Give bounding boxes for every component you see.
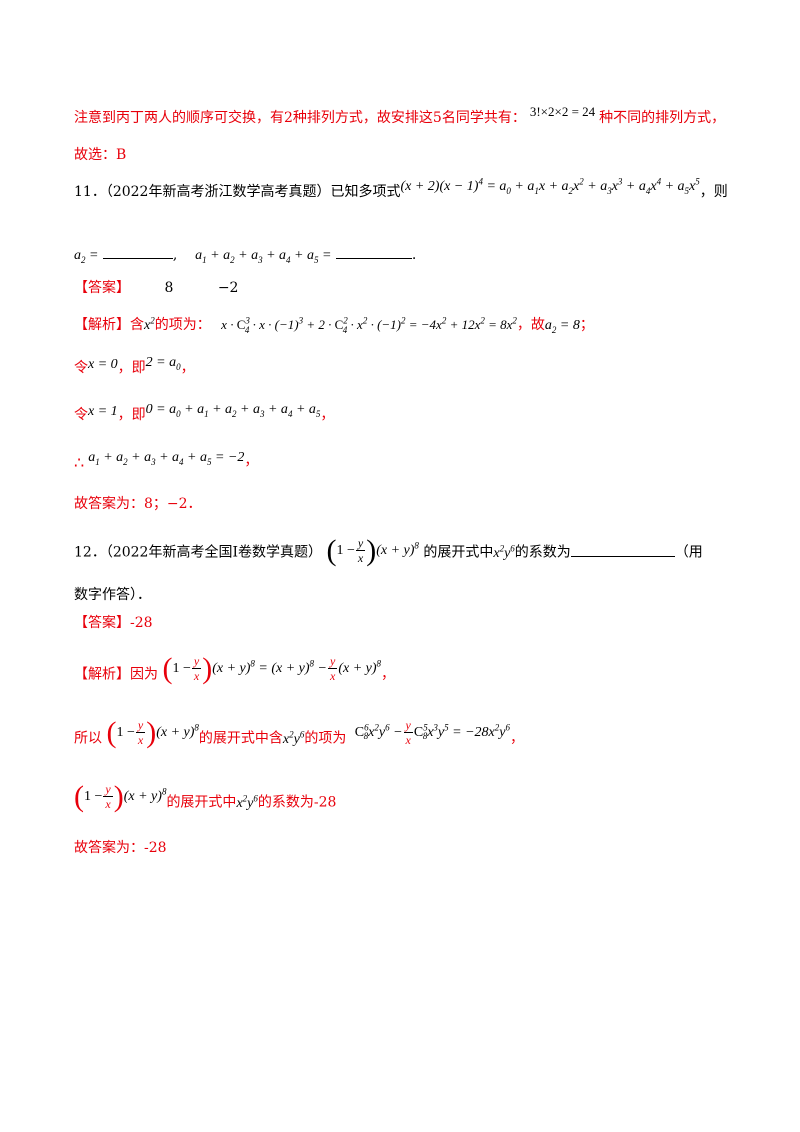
arrangement-text: 注意到丙丁两人的顺序可交换，有2种排列方式，故安排这5名同学共有：: [74, 110, 526, 126]
q12-number: 12．: [74, 544, 106, 561]
q11-polynomial: (x + 2)(x − 1)4 = a0 + a1x + a2x2 + a3x3…: [400, 176, 700, 196]
blank-sum: [335, 244, 412, 259]
sum-equals-minus-2: a1 + a2 + a3 + a4 + a5 = −2: [88, 450, 245, 467]
final-12-text: 故答案为：-28: [74, 840, 167, 856]
analysis-11-terms: x · C34 · x · (−1)3 + 2 · C24 · x2 · (−1…: [221, 315, 517, 335]
analysis-11: 【解析】含x2的项为： x · C34 · x · (−1)3 + 2 · C2…: [74, 315, 594, 336]
therefore-symbol: ∴: [74, 453, 85, 472]
answer-12: 【答案】-28: [74, 613, 153, 633]
let-2-t1: 令: [74, 407, 88, 423]
q11-intro: 已知多项式: [330, 184, 401, 200]
so-x2y6: x2y6: [282, 728, 305, 747]
question-11: 11．（2022年新高考浙江数学高考真题）已知多项式(x + 2)(x − 1)…: [74, 176, 728, 203]
let-x-0: 令x = 0，即2 = a0，: [74, 355, 195, 379]
analysis-12: 【解析】因为 (1 − y x) (x + y)8 = (x + y)8 − y x (x …: [74, 653, 396, 689]
coef-x2y6: x2y6: [236, 792, 258, 811]
let-2-t2: ，即: [117, 407, 146, 423]
analysis-12-label: 【解析】: [74, 666, 130, 683]
coef-t2: 的系数为-28: [257, 794, 337, 811]
two-equals-a0: 2 = a0: [145, 355, 181, 372]
coef-expression: (1 − y x) (x + y)8: [74, 779, 167, 813]
therefore-line: ∴ a1 + a2 + a3 + a4 + a5 = −2，: [74, 450, 258, 472]
answer-11-v2: −2: [217, 280, 239, 296]
q11-tail: ，则: [699, 184, 728, 200]
so-t4: ，: [509, 730, 524, 747]
zero-equals-sum: 0 = a0 + a1 + a2 + a3 + a4 + a5: [145, 402, 321, 419]
arrangement-math: 3!×2×2 = 24: [529, 104, 596, 119]
so-expression: (1 − y x) (x + y)8: [106, 715, 199, 749]
answer-12-value: -28: [130, 615, 153, 631]
let-1-t3: ，: [180, 360, 195, 376]
therefore-tail: ，: [244, 453, 259, 469]
line-choose-b: 故选：B: [74, 145, 126, 165]
blank-sum-label: a1 + a2 + a3 + a4 + a5 =: [195, 248, 332, 265]
answer-11-label: 【答案】: [74, 280, 130, 296]
analysis-11-t4: ；: [579, 317, 594, 333]
so-term-computation: C68x2y6 − y x C58x3y5 = −28x2y6: [354, 718, 510, 747]
answer-12-label: 【答案】: [74, 615, 130, 631]
coef-t1: 的展开式中: [166, 794, 237, 811]
final-answer-12: 故答案为：-28: [74, 838, 167, 858]
answer-11: 【答案】 8 −2: [74, 278, 238, 298]
question-12: 12．（2022年新高考全国I卷数学真题） (1 − y x) (x + y)8 的展…: [74, 533, 703, 567]
answer-11-v1: 8: [164, 280, 174, 296]
so-line: 所以 (1 − y x) (x + y)8 的展开式中含x2y6的项为 C68x2y6…: [74, 717, 524, 753]
x-equals-0: x = 0: [88, 357, 118, 372]
q12-t1: 的展开式中: [423, 544, 494, 561]
analysis-11-t3: ，故: [516, 317, 545, 333]
final-answer-11: 故答案为：8；−2．: [74, 494, 202, 514]
analysis-11-t2: 的项为：: [154, 317, 211, 333]
x-equals-1: x = 1: [88, 404, 118, 419]
final-11-text: 故答案为：8；−2．: [74, 496, 202, 512]
a2-equals-8: a2 = 8: [544, 318, 580, 335]
choose-text: 故选：B: [74, 147, 127, 163]
q11-number: 11．: [74, 184, 106, 200]
q12-tail: （用: [674, 544, 703, 561]
blank-a2: [102, 244, 173, 259]
q12-x2y6: x2y6: [493, 542, 515, 561]
blank-a2-label: a2 =: [74, 248, 99, 265]
q12-t2: 的系数为: [514, 544, 571, 561]
q12-cont: 数字作答）．: [74, 587, 151, 603]
analysis-12-t2: ，: [381, 666, 396, 683]
so-t1: 所以: [74, 730, 102, 747]
analysis-12-t1: 因为: [130, 666, 158, 683]
so-t2: 的展开式中含: [198, 730, 283, 747]
q11-source: （2022年新高考浙江数学高考真题）: [105, 184, 331, 200]
q11-blanks: a2 = , a1 + a2 + a3 + a4 + a5 = .: [74, 244, 416, 266]
q12-expression: (1 − y x) (x + y)8: [326, 533, 419, 567]
analysis-11-t1: 含: [130, 317, 144, 333]
q12-source: （2022年新高考全国I卷数学真题）: [105, 544, 322, 561]
let-x-1: 令x = 1，即0 = a0 + a1 + a2 + a3 + a4 + a5，: [74, 402, 335, 426]
let-1-t1: 令: [74, 360, 88, 376]
q12-continuation: 数字作答）．: [74, 585, 151, 605]
x-squared: x2: [144, 315, 155, 333]
analysis-12-identity: (1 − y x) (x + y)8 = (x + y)8 − y x (x + y)8: [162, 651, 382, 685]
so-t3: 的项为: [304, 730, 347, 747]
arrangement-tail: 种不同的排列方式，: [599, 110, 726, 126]
let-2-t3: ，: [320, 407, 335, 423]
blank-coefficient: [570, 542, 675, 557]
analysis-11-label: 【解析】: [74, 317, 130, 333]
let-1-t2: ，即: [117, 360, 146, 376]
line-arrangement-count: 注意到丙丁两人的顺序可交换，有2种排列方式，故安排这5名同学共有： 3!×2×2 …: [74, 104, 726, 128]
coefficient-line: (1 − y x) (x + y)8 的展开式中x2y6的系数为-28: [74, 781, 337, 817]
